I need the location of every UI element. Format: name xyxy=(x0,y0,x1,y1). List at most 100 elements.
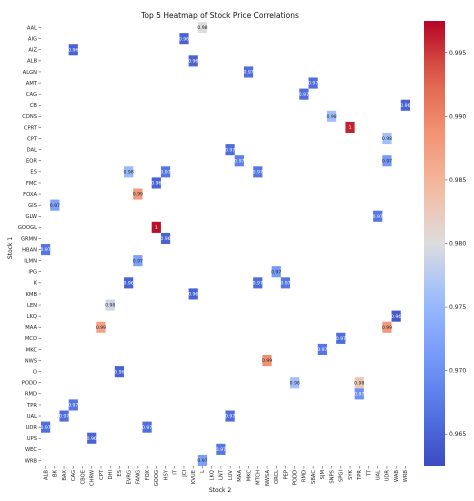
heatmap-cell xyxy=(216,443,226,455)
y-tick-label: CDNS xyxy=(22,114,37,120)
cell-value-label: 0.97 xyxy=(280,280,290,286)
cell-value-label: 0.97 xyxy=(197,458,207,464)
y-tick-label: FOXA xyxy=(23,192,37,198)
x-tick-label: FANG xyxy=(136,470,142,484)
x-tick-label: WRB xyxy=(403,470,409,483)
heatmap-cell xyxy=(243,66,254,78)
y-tick-label: RMD xyxy=(25,392,37,398)
cell-value-label: 0.98 xyxy=(354,380,364,386)
y-tick-label: HBAN xyxy=(22,247,37,253)
x-tick-label: PODD xyxy=(292,470,298,485)
cell-value-label: 1 xyxy=(349,125,352,131)
y-tick-label: MCO xyxy=(25,336,37,342)
heatmap-cell xyxy=(354,388,364,400)
x-tick-label: SBAC xyxy=(311,470,317,484)
y-tick-label: ALB xyxy=(27,59,37,65)
x-tick-label: CAG xyxy=(71,470,77,481)
heatmap-cell xyxy=(400,99,410,111)
y-tick-label: UDR xyxy=(26,425,38,431)
x-tick-label: BAX xyxy=(62,470,68,481)
heatmap-cell xyxy=(299,88,309,100)
y-tick-label: LKQ xyxy=(27,314,37,320)
y-tick-label: MKC xyxy=(26,347,38,353)
cell-value-label: 0.98 xyxy=(105,303,115,309)
y-tick-label: GIS xyxy=(28,203,37,209)
x-tick-label: CPT xyxy=(99,469,105,480)
x-tick-label: SYK xyxy=(348,469,354,479)
y-tick-label: UAL xyxy=(27,414,37,420)
x-tick-label: GOOG xyxy=(154,470,160,486)
heatmap-cell xyxy=(354,377,364,389)
heatmap-cell xyxy=(271,266,281,278)
cell-value-label: 0.97 xyxy=(382,158,392,164)
cell-value-label: 0.97 xyxy=(216,447,226,453)
heatmap-cell xyxy=(197,454,208,466)
heatmap-cell xyxy=(373,210,383,222)
x-tick-label: PEP xyxy=(283,470,289,480)
cell-value-label: 0.97 xyxy=(225,147,235,153)
y-tick-label: IPG xyxy=(28,270,37,276)
cell-value-label: 0.96 xyxy=(400,103,410,109)
cell-value-label: 0.96 xyxy=(179,36,189,42)
cell-value-label: 0.99 xyxy=(382,325,392,331)
y-tick-label: AIZ xyxy=(28,48,37,54)
y-tick-label: MAA xyxy=(25,325,37,331)
heatmap-cell xyxy=(87,432,97,444)
cell-value-label: 0.98 xyxy=(290,380,300,386)
y-tick-label: ILMN xyxy=(24,258,37,264)
x-tick-label: DHI xyxy=(108,470,114,480)
y-tick-label: ES xyxy=(30,170,37,176)
heatmap-cell xyxy=(326,110,337,122)
cell-value-label: 0.97 xyxy=(59,414,69,420)
x-tick-label: LNT xyxy=(219,469,225,480)
y-tick-label: AMT xyxy=(26,81,38,87)
heatmap-cell xyxy=(41,244,51,256)
y-tick-label: LEN xyxy=(27,303,37,309)
x-tick-label: KVUE xyxy=(191,470,197,484)
x-tick-label: FOX xyxy=(145,470,151,481)
cell-value-label: 0.96 xyxy=(68,47,78,53)
cell-value-label: 0.97 xyxy=(225,414,235,420)
y-tick-label: AAL xyxy=(27,25,37,31)
y-tick-label: O xyxy=(33,369,37,375)
y-tick-label: UPS xyxy=(27,436,37,442)
cell-value-label: 0.97 xyxy=(336,336,346,342)
y-tick-label: KMB xyxy=(26,292,38,298)
x-tick-label: ALB xyxy=(43,470,49,480)
cell-value-label: 0.99 xyxy=(133,192,143,198)
chart-title: Top 5 Heatmap of Stock Price Correlation… xyxy=(140,11,299,20)
cell-value-label: 0.96 xyxy=(124,280,134,286)
heatmap-cell xyxy=(96,321,106,333)
heatmap-cell xyxy=(253,166,263,178)
colorbar-tick-label: 0.985 xyxy=(449,177,466,184)
heatmap-cell xyxy=(188,288,198,300)
x-tick-label: UAL xyxy=(376,470,382,480)
heatmap-cell xyxy=(225,144,235,156)
y-tick-label: WRB xyxy=(25,458,38,464)
y-tick-label: GLW xyxy=(25,214,37,220)
x-tick-label: MAA xyxy=(237,470,243,482)
colorbar-tick-label: 0.990 xyxy=(449,113,466,120)
cell-value-label: 0.96 xyxy=(391,314,401,320)
x-tick-label: ORCL xyxy=(274,470,280,484)
heatmap-cell xyxy=(179,33,189,45)
colorbar-tick-label: 0.995 xyxy=(449,50,466,57)
x-tick-label: CBOE xyxy=(80,470,86,484)
cell-value-label: 0.96 xyxy=(188,292,198,298)
cell-value-label: 0.97 xyxy=(253,280,263,286)
x-tick-label: MKC xyxy=(246,470,252,482)
heatmap-cell xyxy=(133,255,143,267)
cell-value-label: 0.96 xyxy=(114,369,124,375)
heatmap-cells: 0.98 0.96 0.96 0.96 0.97 0.97 0.97 0.96 0.98 1 0.9… xyxy=(40,22,411,466)
cell-value-label: 0.96 xyxy=(151,181,161,187)
cell-value-label: 0.98 xyxy=(326,114,336,120)
cell-value-label: 0.98 xyxy=(124,169,134,175)
x-tick-label: RMD xyxy=(302,470,308,482)
heatmap-cell xyxy=(188,55,198,67)
heatmap-cell xyxy=(308,77,318,89)
heatmap-cell xyxy=(68,44,78,56)
y-tick-label: CAG xyxy=(26,92,37,98)
heatmap-cell xyxy=(234,155,244,167)
colorbar-gradient xyxy=(424,21,445,466)
